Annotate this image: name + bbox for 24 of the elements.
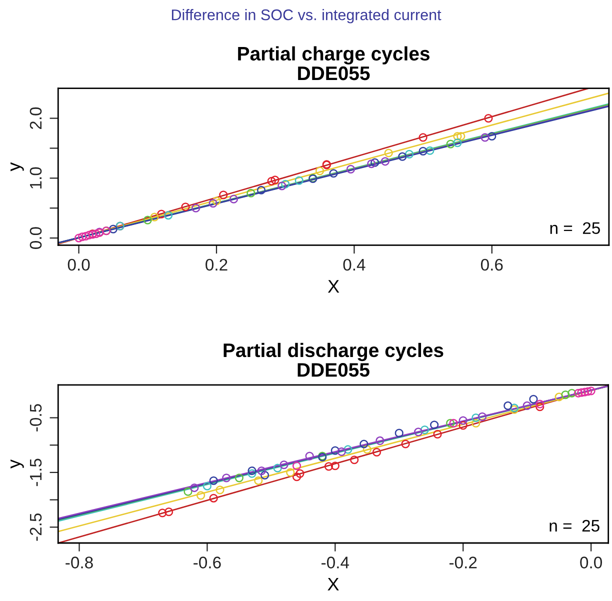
annotation: n = 25 [550,222,600,234]
y-tick-label: 2.0 [30,107,42,130]
y-tick-label: -1.5 [30,458,42,486]
x-axis-title: X [328,280,340,293]
x-tick-label: -0.2 [449,556,477,568]
chart-subtitle: Difference in SOC vs. integrated current [172,9,442,24]
x-tick-label: -0.4 [322,556,350,568]
x-axis-title: X [328,578,339,590]
y-tick-label: 1.0 [30,167,42,188]
y-tick-label: 0.0 [30,227,42,249]
y-tick-label: -2.5 [30,513,42,541]
y-axis-title: y [10,459,24,468]
x-tick-label: -0.6 [194,556,221,568]
y-tick-label: -0.5 [30,404,42,432]
chart-title: Partial charge cycles DDE055 [238,46,430,80]
x-tick-label: 0.0 [580,556,602,568]
x-tick-label: 0.6 [480,258,503,271]
x-tick-label: 0.0 [68,258,90,271]
chart-title: Partial discharge cycles DDE055 [224,342,444,377]
x-tick-label: 0.4 [343,258,366,271]
x-tick-label: 0.2 [206,258,228,271]
y-axis-title: y [10,162,24,172]
annotation: n = 25 [550,520,600,532]
x-tick-label: -0.8 [66,556,93,568]
